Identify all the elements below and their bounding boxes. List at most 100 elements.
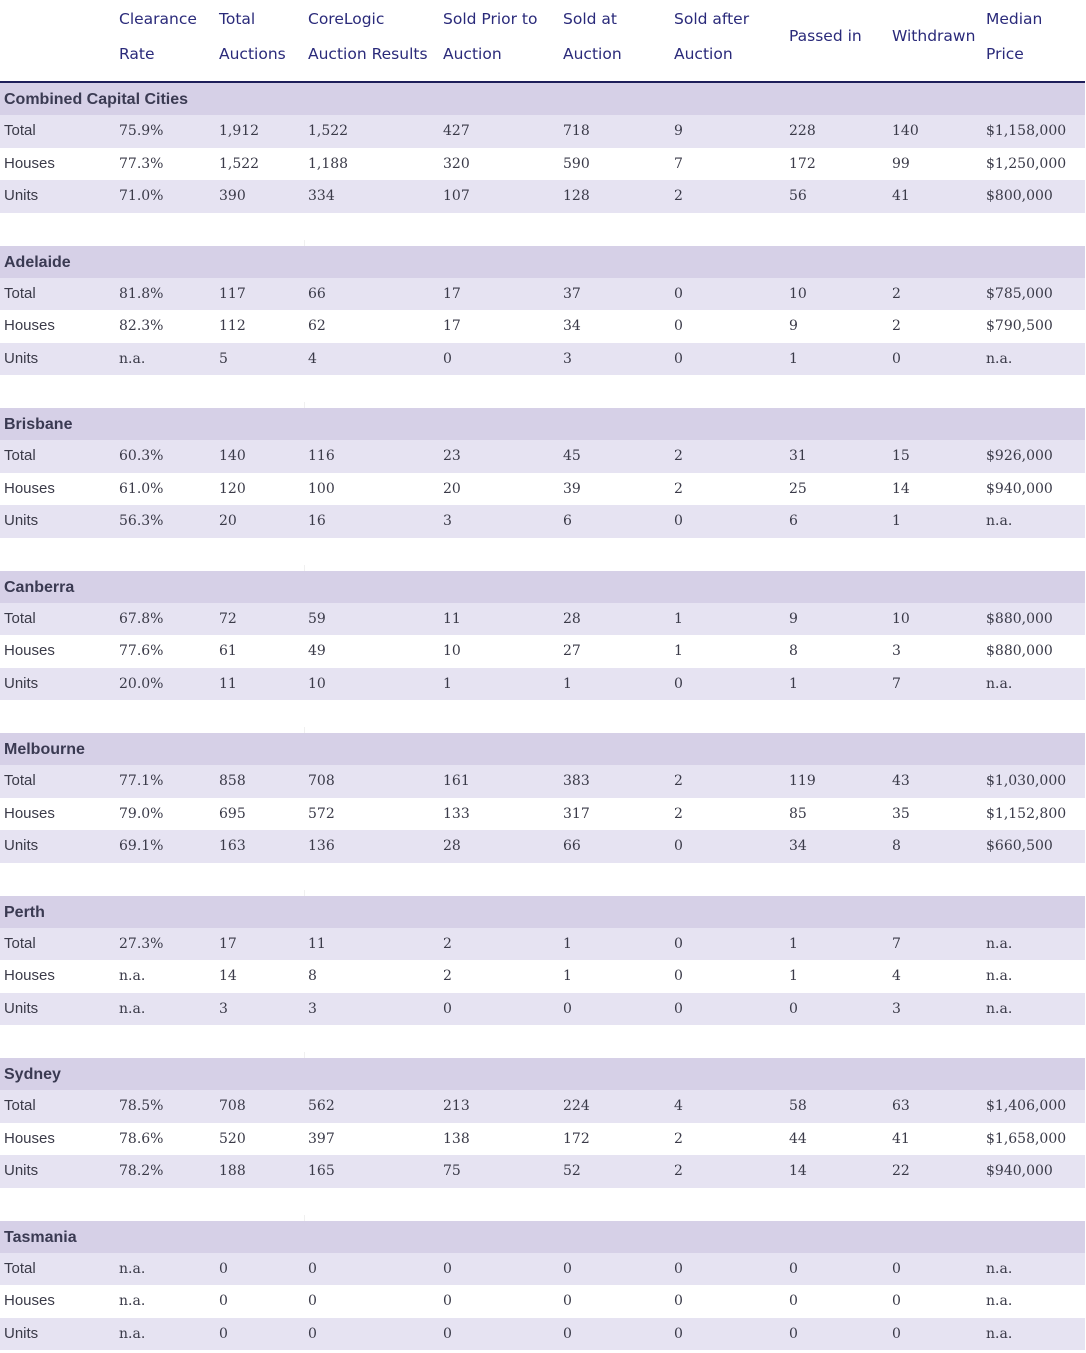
table-cell-sold-at-auction: 34 [563, 318, 581, 334]
table-cell-sold-after-auction: 0 [674, 318, 683, 334]
table-cell-withdrawn: 63 [892, 1098, 910, 1114]
row-label: Units [4, 999, 39, 1017]
table-cell-sold-after-auction: 0 [674, 968, 683, 984]
table-cell-corelogic-auction-results: 8 [308, 968, 317, 984]
column-header-label-line1: Total [219, 10, 256, 28]
row-label: Total [4, 1259, 36, 1277]
row-label: Houses [4, 967, 55, 984]
table-cell-sold-at-auction: 172 [563, 1130, 590, 1147]
table-cell-median-price: $785,000 [986, 285, 1053, 302]
column-header-label-line2: Rate [119, 45, 155, 63]
table-cell-withdrawn: 8 [892, 838, 901, 854]
table-cell-total-auctions: 0 [219, 1325, 228, 1342]
group-title-row: Adelaide [0, 245, 1085, 278]
column-header-label-line1: Sold after [674, 10, 750, 28]
group-spacer [0, 1025, 1085, 1058]
group-title-row: Combined Capital Cities [0, 83, 1085, 115]
table-cell-sold-prior-to-auction: 28 [443, 838, 461, 854]
group-title: Adelaide [4, 253, 71, 271]
table-row: Units 20.0% 11 10 1 1 0 1 7 n.a. [0, 667, 1085, 700]
table-cell-clearance-rate: 81.8% [119, 285, 164, 302]
table-cell-passed-in: 9 [789, 318, 798, 334]
table-cell-corelogic-auction-results: 4 [308, 350, 317, 367]
row-label: Houses [4, 804, 55, 822]
table-cell-sold-after-auction: 2 [674, 480, 683, 497]
table-cell-median-price: $800,000 [986, 188, 1053, 204]
table-cell-sold-after-auction: 0 [674, 513, 683, 529]
row-label: Total [4, 1097, 36, 1114]
table-cell-sold-prior-to-auction: 320 [443, 155, 470, 172]
table-cell-sold-at-auction: 6 [563, 513, 572, 529]
column-header-label: Passed in [789, 27, 862, 45]
table-cell-total-auctions: 14 [219, 968, 237, 984]
group-title-row: Tasmania [0, 1220, 1085, 1253]
table-cell-sold-prior-to-auction: 23 [443, 448, 461, 464]
table-cell-clearance-rate: n.a. [119, 968, 146, 984]
row-label: Units [4, 1162, 39, 1179]
table-cell-corelogic-auction-results: 165 [308, 1163, 335, 1179]
table-cell-clearance-rate: 78.2% [119, 1163, 164, 1179]
table-cell-sold-after-auction: 9 [674, 123, 683, 139]
group-title: Combined Capital Cities [4, 91, 189, 108]
table-cell-corelogic-auction-results: 708 [308, 773, 335, 789]
table-cell-passed-in: 0 [789, 1325, 798, 1342]
table-cell-passed-in: 1 [789, 675, 798, 692]
table-cell-sold-prior-to-auction: 1 [443, 675, 452, 692]
table-cell-passed-in: 25 [789, 480, 807, 497]
table-cell-clearance-rate: n.a. [119, 1260, 146, 1277]
table-cell-sold-at-auction: 1 [563, 935, 572, 952]
group-title-row: Brisbane [0, 408, 1085, 440]
table-cell-passed-in: 85 [789, 805, 807, 822]
table-cell-corelogic-auction-results: 62 [308, 318, 326, 334]
row-label: Units [4, 837, 39, 854]
table-cell-passed-in: 44 [789, 1130, 807, 1147]
column-header-label: Withdrawn [892, 27, 976, 45]
table-row: Houses 77.6% 61 49 10 27 1 8 3 $880,000 [0, 635, 1085, 668]
table-cell-sold-at-auction: 27 [563, 643, 581, 659]
table-cell-withdrawn: 41 [892, 188, 910, 204]
table-cell-sold-prior-to-auction: 3 [443, 513, 452, 529]
table-row: Total 81.8% 117 66 17 37 0 10 2 $785,000 [0, 277, 1085, 310]
table-cell-withdrawn: 4 [892, 968, 901, 984]
table-row: Units n.a. 0 0 0 0 0 0 0 n.a. [0, 1317, 1085, 1350]
row-label: Units [4, 674, 39, 692]
table-cell-sold-prior-to-auction: 10 [443, 643, 461, 659]
column-header-label-line1: Sold Prior to [443, 10, 538, 28]
table-cell-withdrawn: 0 [892, 350, 901, 367]
table-cell-median-price: n.a. [986, 1260, 1013, 1277]
table-cell-sold-at-auction: 590 [563, 155, 590, 172]
table-cell-withdrawn: 0 [892, 1293, 901, 1309]
table-cell-withdrawn: 0 [892, 1325, 901, 1342]
table-cell-sold-prior-to-auction: 133 [443, 805, 470, 822]
group-spacer [0, 862, 1085, 896]
table-cell-sold-at-auction: 0 [563, 1000, 572, 1017]
table-cell-sold-at-auction: 1 [563, 675, 572, 692]
table-cell-withdrawn: 43 [892, 773, 910, 789]
table-cell-total-auctions: 61 [219, 643, 237, 659]
table-cell-passed-in: 0 [789, 1293, 798, 1309]
table-cell-sold-after-auction: 0 [674, 1325, 683, 1342]
divider [304, 1214, 305, 1221]
table-cell-clearance-rate: 61.0% [119, 480, 164, 497]
table-cell-withdrawn: 41 [892, 1130, 910, 1147]
group-title-row: Sydney [0, 1058, 1085, 1090]
table-cell-sold-prior-to-auction: 161 [443, 773, 470, 789]
table-cell-sold-at-auction: 0 [563, 1260, 572, 1277]
table-cell-passed-in: 172 [789, 155, 816, 172]
table-cell-sold-at-auction: 224 [563, 1098, 590, 1114]
table-cell-sold-after-auction: 0 [674, 935, 683, 952]
table-row: Houses 61.0% 120 100 20 39 2 25 14 $940,000 [0, 472, 1085, 505]
table-row: Units 56.3% 20 16 3 6 0 6 1 n.a. [0, 505, 1085, 538]
table-row: Total 27.3% 17 11 2 1 0 1 7 n.a. [0, 927, 1085, 960]
table-cell-clearance-rate: 78.6% [119, 1130, 164, 1147]
table-cell-median-price: $1,158,000 [986, 123, 1067, 139]
table-cell-withdrawn: 1 [892, 513, 901, 529]
table-cell-corelogic-auction-results: 59 [308, 610, 326, 627]
table-cell-median-price: n.a. [986, 675, 1013, 692]
divider [304, 564, 305, 571]
divider [304, 239, 305, 246]
row-label: Houses [4, 1129, 55, 1147]
table-cell-total-auctions: 3 [219, 1000, 228, 1017]
row-label: Total [4, 772, 36, 789]
column-header-label-line2: Auctions [219, 45, 286, 63]
